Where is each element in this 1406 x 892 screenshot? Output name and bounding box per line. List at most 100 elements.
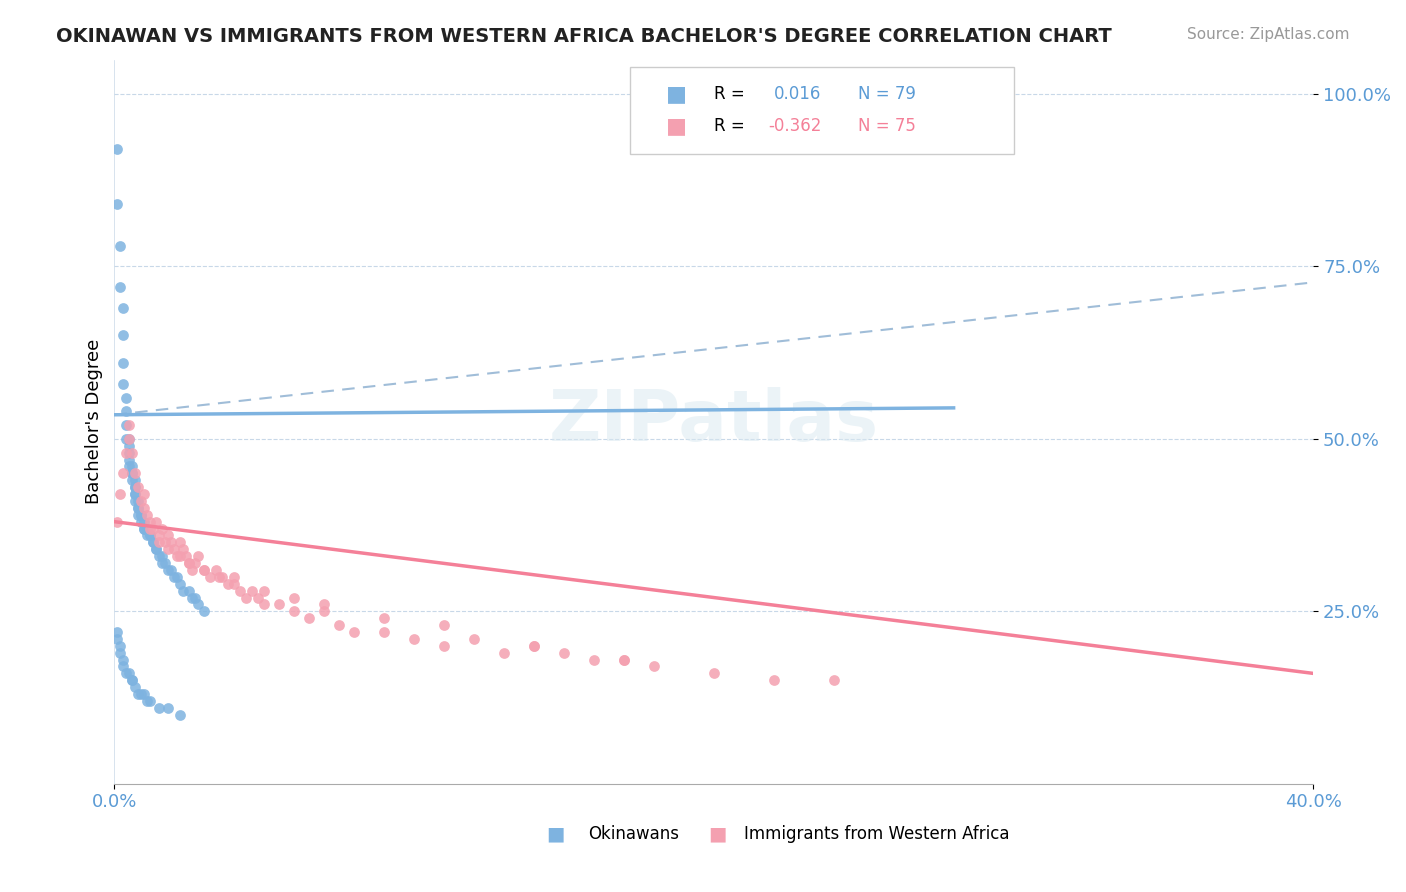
Text: OKINAWAN VS IMMIGRANTS FROM WESTERN AFRICA BACHELOR'S DEGREE CORRELATION CHART: OKINAWAN VS IMMIGRANTS FROM WESTERN AFRI… [56,27,1112,45]
Point [169,535,191,549]
Point [118,432,141,446]
Point [148,701,170,715]
Point [253,583,276,598]
Point [107,197,129,211]
Point [166,549,188,563]
Point [124,473,146,487]
Point [157,542,180,557]
Point [298,611,321,625]
Point [110,280,132,294]
Point [118,666,141,681]
Point [179,583,201,598]
Point [118,459,141,474]
Point [155,556,177,570]
Point [553,646,575,660]
Point [134,487,156,501]
Point [118,446,141,460]
Point [184,591,207,605]
Point [163,570,186,584]
Point [343,625,366,640]
Point [184,556,207,570]
Point [134,500,156,515]
Point [139,528,162,542]
Point [124,467,146,481]
Point [373,625,395,640]
Text: 0.016: 0.016 [773,86,821,103]
Point [121,467,143,481]
Point [187,549,209,563]
Point [181,591,204,605]
Point [148,528,170,542]
Point [613,652,636,666]
Point [224,570,246,584]
Point [115,666,138,681]
Point [131,494,153,508]
Point [314,598,336,612]
Point [145,542,167,557]
Point [127,687,149,701]
Point [169,576,191,591]
Point [112,376,135,391]
Point [172,542,194,557]
Point [115,391,138,405]
Text: ZIPatlas: ZIPatlas [548,387,879,456]
Point [112,328,135,343]
Point [314,604,336,618]
Point [115,418,138,433]
Point [121,446,143,460]
Point [107,142,129,156]
Point [124,487,146,501]
Point [118,418,141,433]
Point [124,480,146,494]
Point [328,618,350,632]
Point [134,522,156,536]
Point [107,625,129,640]
Point [150,556,173,570]
Text: R =: R = [714,117,745,136]
Point [110,487,132,501]
Point [127,494,149,508]
Point [124,487,146,501]
Point [112,652,135,666]
Point [134,687,156,701]
Point [127,508,149,522]
Point [208,570,231,584]
Text: N = 75: N = 75 [858,117,915,136]
Point [139,515,162,529]
Point [107,515,129,529]
Point [115,446,138,460]
Point [283,591,305,605]
Point [211,570,233,584]
Point [112,467,135,481]
Point [187,598,209,612]
Point [157,528,180,542]
Point [373,611,395,625]
Point [118,439,141,453]
Point [193,563,215,577]
Point [150,522,173,536]
Point [127,480,149,494]
Text: ■: ■ [666,116,688,136]
Point [121,673,143,688]
Point [136,508,159,522]
Point [112,659,135,673]
Point [172,583,194,598]
Text: ■: ■ [546,825,564,844]
Point [118,432,141,446]
Point [181,563,204,577]
Point [121,459,143,474]
Point [142,535,165,549]
Point [169,707,191,722]
Point [136,694,159,708]
Y-axis label: Bachelor's Degree: Bachelor's Degree [86,339,103,504]
Point [145,515,167,529]
Point [134,522,156,536]
Point [131,687,153,701]
Point [229,583,252,598]
Point [163,542,186,557]
Point [121,473,143,487]
Point [404,632,426,646]
Point [142,522,165,536]
Point [179,556,201,570]
Point [142,535,165,549]
